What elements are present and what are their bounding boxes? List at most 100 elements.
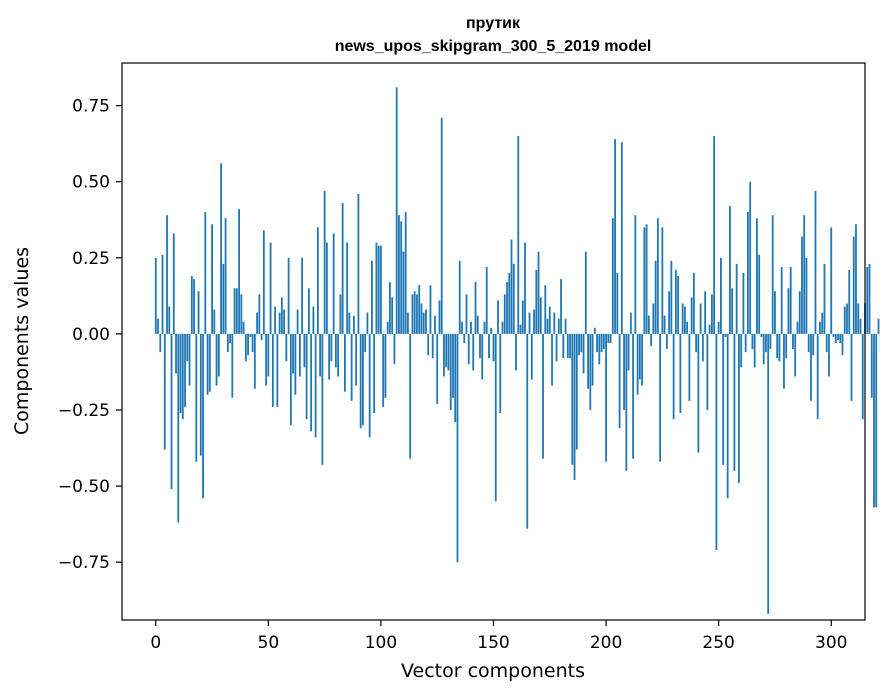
bar-component-43 [251, 333, 254, 353]
bar-component-111 [404, 212, 407, 334]
bar-component-113 [409, 333, 412, 459]
bar-component-245 [706, 333, 709, 410]
bar-component-117 [418, 285, 421, 334]
bar-component-271 [765, 333, 767, 353]
x-axis-label: Vector components [401, 660, 585, 682]
bar-component-208 [623, 333, 625, 410]
bar-component-171 [539, 297, 542, 334]
bar-component-6 [168, 306, 171, 334]
bar-component-259 [738, 333, 740, 484]
bar-component-55 [278, 312, 281, 334]
bar-component-120 [425, 309, 427, 334]
bar-component-224 [659, 333, 662, 462]
bar-component-48 [262, 230, 265, 334]
bar-component-95 [368, 333, 371, 438]
y-tick-label: −0.50 [58, 477, 110, 497]
bar-component-231 [674, 269, 677, 334]
bar-component-15 [188, 333, 191, 386]
bar-component-131 [449, 333, 452, 410]
bar-component-83 [341, 203, 344, 334]
bar-component-255 [729, 206, 731, 334]
bar-component-62 [294, 333, 297, 395]
bar-component-164 [524, 242, 526, 334]
bar-component-0 [154, 257, 157, 334]
bar-component-98 [375, 242, 378, 334]
bar-component-290 [807, 333, 810, 353]
bar-component-225 [661, 227, 664, 334]
bar-component-112 [407, 312, 409, 334]
bar-component-128 [443, 333, 445, 377]
bar-component-47 [260, 333, 263, 340]
bar-component-130 [447, 333, 450, 371]
bar-component-132 [452, 333, 454, 398]
bar-component-107 [395, 87, 398, 334]
bar-component-172 [542, 333, 544, 459]
bar-component-122 [429, 285, 432, 334]
bar-component-71 [314, 333, 317, 438]
bar-component-142 [474, 282, 477, 334]
bar-component-86 [348, 312, 351, 334]
bar-component-262 [744, 333, 747, 353]
bar-component-228 [668, 291, 671, 334]
y-tick-label: 0.00 [72, 325, 110, 345]
bar-component-268 [758, 254, 761, 334]
bar-component-257 [733, 333, 736, 471]
bar-component-222 [654, 260, 657, 334]
bar-component-32 [226, 333, 229, 353]
bar-component-13 [184, 333, 186, 407]
bar-component-87 [350, 333, 353, 401]
bar-component-30 [222, 263, 225, 334]
bar-component-68 [307, 288, 310, 334]
bar-component-11 [179, 333, 182, 414]
bar-component-313 [859, 318, 862, 334]
bar-component-125 [436, 333, 439, 404]
bar-component-309 [850, 333, 853, 401]
x-tick-label: 0 [150, 633, 161, 653]
bar-component-138 [465, 294, 468, 334]
bar-component-212 [632, 333, 634, 459]
bar-component-16 [190, 276, 193, 334]
bar-component-160 [515, 333, 517, 371]
bar-component-31 [224, 218, 227, 334]
bar-component-22 [204, 212, 207, 334]
bar-component-299 [828, 333, 830, 377]
bar-component-33 [229, 333, 231, 344]
y-tick-label: −0.75 [58, 553, 110, 573]
bar-component-246 [708, 324, 711, 334]
bar-component-214 [636, 333, 639, 395]
bar-component-35 [233, 288, 236, 334]
bar-component-223 [656, 218, 659, 334]
bar-component-154 [501, 321, 504, 334]
bar-component-297 [823, 263, 826, 334]
bar-component-157 [508, 273, 511, 334]
bar-component-158 [510, 239, 513, 334]
bar-component-209 [625, 333, 628, 471]
bar-component-272 [767, 333, 770, 614]
bar-component-45 [256, 312, 258, 334]
bar-component-46 [258, 294, 261, 334]
bar-component-163 [521, 300, 524, 334]
bar-component-232 [677, 276, 680, 334]
bar-component-140 [470, 321, 472, 334]
bar-component-78 [330, 333, 333, 362]
bar-component-310 [852, 236, 855, 334]
bar-component-156 [506, 282, 508, 334]
bar-component-296 [821, 312, 824, 334]
bar-component-312 [857, 303, 860, 334]
bar-component-50 [267, 333, 270, 377]
bar-component-252 [722, 333, 725, 465]
bar-component-311 [855, 224, 857, 334]
bar-component-253 [724, 333, 727, 337]
bar-component-289 [805, 257, 808, 334]
bar-component-196 [596, 333, 598, 353]
bar-component-256 [731, 288, 734, 334]
bar-component-137 [463, 333, 466, 344]
bar-component-23 [206, 333, 209, 395]
bar-component-178 [555, 333, 558, 362]
bar-component-89 [355, 333, 358, 386]
bar-component-121 [427, 333, 430, 356]
bar-component-216 [641, 333, 643, 386]
bar-component-94 [366, 312, 369, 334]
chart-subtitle: news_upos_skipgram_300_5_2019 model [335, 38, 652, 55]
bar-component-284 [794, 333, 797, 377]
